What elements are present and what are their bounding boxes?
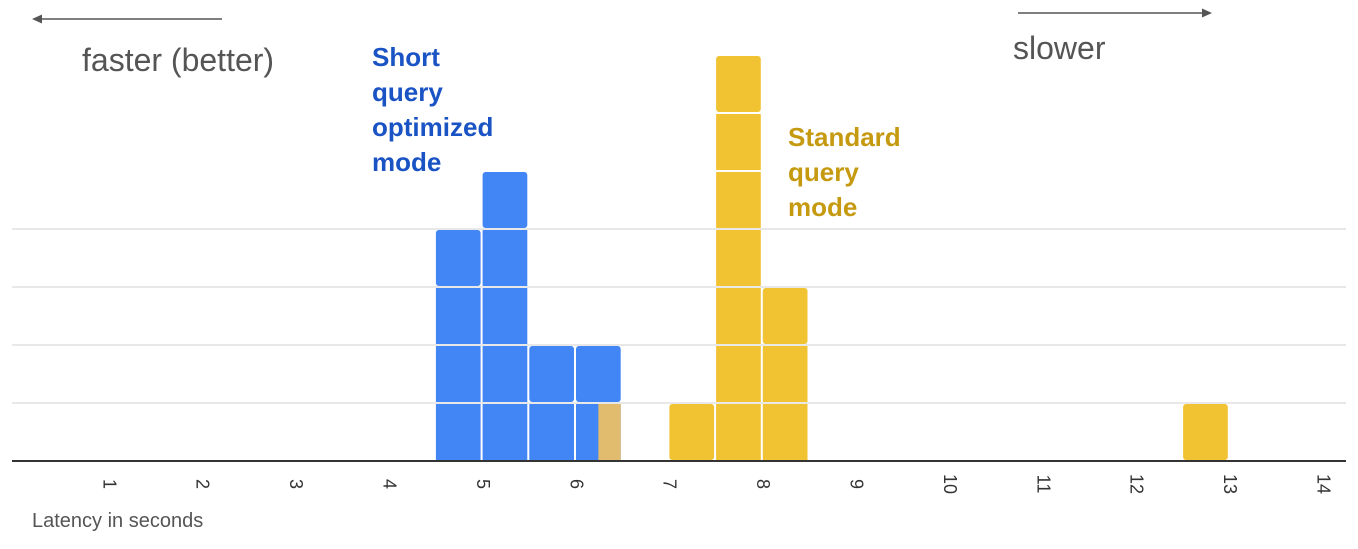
x-tick-label: 6 bbox=[566, 479, 586, 489]
short-mode-bar bbox=[435, 404, 481, 460]
faster-label: faster (better) bbox=[82, 42, 275, 78]
short-mode-bar bbox=[482, 288, 528, 344]
standard-mode-bar bbox=[716, 346, 761, 402]
standard-mode-label: Standard query mode bbox=[788, 120, 901, 225]
histogram-bars bbox=[435, 56, 1228, 460]
standard-mode-bar bbox=[716, 288, 761, 344]
short-mode-label-line: mode bbox=[372, 147, 442, 177]
short-mode-bar bbox=[482, 346, 528, 402]
short-mode-bar bbox=[435, 346, 481, 402]
short-mode-label: Short query optimized mode bbox=[372, 40, 493, 180]
standard-mode-label-line: query bbox=[788, 157, 859, 187]
x-tick-label: 14 bbox=[1313, 474, 1333, 494]
x-tick-label: 1 bbox=[99, 479, 119, 489]
standard-mode-bar bbox=[716, 172, 761, 228]
short-mode-bar bbox=[435, 288, 481, 344]
x-axis-label: Latency in seconds bbox=[32, 510, 204, 532]
x-tick-label: 9 bbox=[846, 479, 866, 489]
standard-mode-label-line: mode bbox=[788, 192, 858, 222]
standard-mode-bar bbox=[762, 404, 808, 460]
x-tick-label: 5 bbox=[473, 479, 493, 489]
standard-mode-bar bbox=[716, 404, 761, 460]
x-tick-label: 11 bbox=[1033, 475, 1053, 494]
slower-arrow-head bbox=[1202, 8, 1212, 18]
x-tick-label: 12 bbox=[1127, 474, 1147, 494]
standard-mode-label-line: Standard bbox=[788, 122, 901, 152]
slower-label: slower bbox=[1013, 30, 1106, 66]
faster-arrow-head bbox=[32, 14, 42, 24]
short-mode-bar bbox=[482, 230, 528, 286]
short-mode-bar bbox=[435, 230, 481, 286]
standard-mode-bar bbox=[1183, 404, 1228, 460]
standard-mode-bar bbox=[716, 56, 761, 112]
direction-arrows bbox=[32, 8, 1212, 24]
x-tick-label: 3 bbox=[286, 479, 306, 489]
short-mode-label-line: Short bbox=[372, 42, 440, 72]
standard-mode-bar bbox=[716, 114, 761, 170]
short-mode-bar bbox=[576, 346, 621, 402]
short-mode-label-line: query bbox=[372, 77, 443, 107]
x-tick-label: 4 bbox=[379, 479, 399, 489]
short-mode-bar bbox=[529, 404, 574, 460]
x-tick-label: 7 bbox=[660, 479, 680, 489]
standard-mode-bar bbox=[598, 404, 621, 460]
short-mode-label-line: optimized bbox=[372, 112, 494, 142]
standard-mode-bar bbox=[716, 230, 761, 286]
short-mode-bar bbox=[529, 346, 574, 402]
x-tick-label: 2 bbox=[193, 479, 213, 489]
short-mode-bar bbox=[482, 172, 528, 228]
x-tick-label: 10 bbox=[940, 474, 960, 494]
x-tick-label: 8 bbox=[753, 479, 773, 489]
x-tick-label: 13 bbox=[1220, 474, 1240, 494]
standard-mode-bar bbox=[762, 346, 808, 402]
standard-mode-bar bbox=[762, 288, 808, 344]
standard-mode-bar bbox=[669, 404, 715, 460]
x-axis: 1 2 3 4 5 6 7 8 9 10 11 12 13 14 bbox=[12, 460, 1346, 494]
short-mode-bar bbox=[482, 404, 528, 460]
gridlines bbox=[12, 228, 1346, 404]
